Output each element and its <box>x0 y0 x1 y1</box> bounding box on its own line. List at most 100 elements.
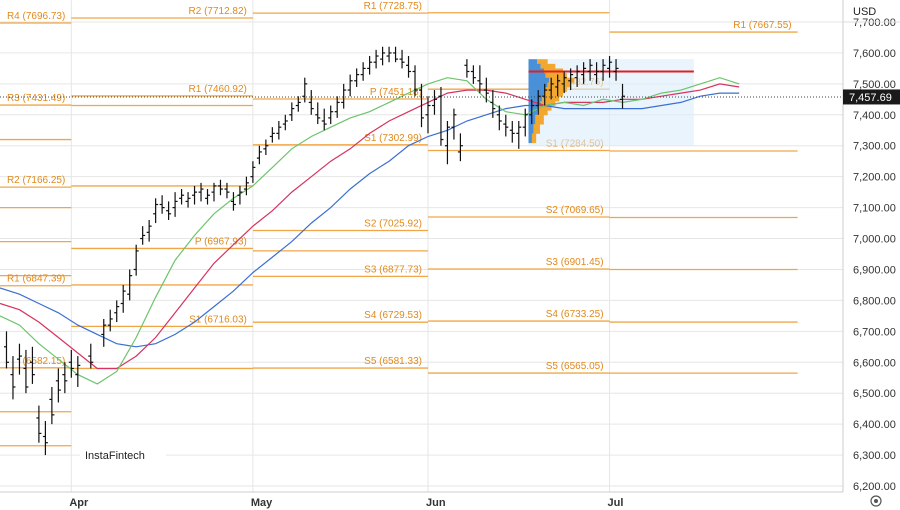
profile-bar-buy <box>528 73 546 79</box>
ohlc-bar <box>321 108 327 131</box>
pivot-label: S5 (6581.33) <box>364 356 422 367</box>
ohlc-bar <box>315 102 321 125</box>
price-tick-label: 7,700.00 <box>853 17 896 29</box>
profile-bar-sell <box>549 77 575 83</box>
pivot-label: P (7451.18) <box>370 87 422 98</box>
pivot-label: (6582.15) <box>23 356 66 367</box>
ohlc-bars <box>0 46 843 456</box>
price-tick-label: 7,300.00 <box>853 141 896 153</box>
ohlc-bar <box>490 90 496 118</box>
ohlc-bar <box>451 108 457 140</box>
ohlc-bar <box>269 127 275 143</box>
profile-bar-sell <box>547 82 571 88</box>
profile-bar-sell <box>540 100 556 106</box>
pivot-label: R1 (7460.92) <box>189 84 247 95</box>
profile-bar-sell <box>545 73 567 79</box>
moving-averages <box>0 77 740 385</box>
ohlc-bar <box>140 226 146 245</box>
ohlc-bar <box>211 182 217 202</box>
pivot-label: S1 (7302.99) <box>364 133 422 144</box>
ohlc-bar <box>295 96 301 112</box>
ohlc-bar <box>561 71 567 94</box>
ohlc-bar <box>29 346 35 384</box>
ma-slow-line <box>0 92 740 348</box>
ohlc-bar <box>535 90 541 115</box>
pivot-label: R2 (7166.25) <box>7 175 65 186</box>
ohlc-bar <box>581 62 587 84</box>
ohlc-bar <box>516 120 522 149</box>
price-tick-label: 6,300.00 <box>853 450 896 462</box>
profile-bar-sell <box>540 63 556 69</box>
profile-bar-buy <box>528 133 532 139</box>
profile-bar-sell <box>535 114 544 120</box>
ohlc-bar <box>68 349 74 378</box>
ohlc-bar <box>334 96 340 118</box>
ohlc-bar <box>23 349 29 394</box>
ohlc-bar <box>263 139 269 156</box>
profile-bar-sell <box>538 105 552 111</box>
month-tick-label: Jul <box>608 497 624 509</box>
ohlc-bar <box>256 145 262 165</box>
settings-icon[interactable] <box>870 495 882 507</box>
grid <box>0 0 843 492</box>
ohlc-bar <box>250 161 256 183</box>
time-axis[interactable]: Apr May Jun Jul <box>0 491 843 509</box>
ohlc-bar <box>354 68 360 87</box>
ohlc-bar <box>120 284 126 313</box>
profile-bar-sell <box>531 138 537 144</box>
ohlc-bar <box>289 102 295 121</box>
pivot-label: S4 (6729.53) <box>364 310 422 321</box>
profile-bar-buy <box>528 82 548 88</box>
ohlc-bar <box>205 189 211 205</box>
pivot-label: S5 (6565.05) <box>546 361 604 372</box>
ohlc-bar <box>483 77 489 103</box>
ohlc-bar <box>198 182 204 202</box>
pivot-label: S2 (7069.65) <box>546 205 604 216</box>
ohlc-bar <box>419 83 424 128</box>
ohlc-bar <box>16 343 22 375</box>
ohlc-bar <box>613 59 619 81</box>
ohlc-bar <box>503 114 509 137</box>
ohlc-bar <box>179 189 185 205</box>
pivot-label: R3 (7431.49) <box>7 93 65 104</box>
ohlc-bar <box>308 90 314 115</box>
profile-bar-buy <box>528 77 550 83</box>
profile-bar-buy <box>528 124 534 130</box>
profile-bar-buy <box>528 138 532 144</box>
ohlc-bar <box>406 56 412 78</box>
ohlc-bar <box>548 77 554 100</box>
ohlc-bar <box>594 62 600 84</box>
ohlc-bar <box>101 318 107 347</box>
ohlc-bar <box>568 68 574 91</box>
price-tick-label: 7,200.00 <box>853 172 896 184</box>
ohlc-bar <box>380 46 386 66</box>
price-tick-label: 6,200.00 <box>853 481 896 493</box>
ohlc-bar <box>509 120 515 143</box>
ohlc-bar <box>10 356 16 400</box>
ohlc-bar <box>574 65 580 87</box>
ohlc-bar <box>373 49 379 69</box>
ohlc-bar <box>367 56 373 75</box>
brand-label: InstaFintech <box>85 450 145 462</box>
ohlc-bar <box>386 46 392 63</box>
currency-label[interactable]: USD <box>853 6 876 18</box>
ohlc-bar <box>42 421 48 456</box>
profile-bar-sell <box>537 59 548 65</box>
ohlc-bar <box>127 269 133 301</box>
profile-bar-buy <box>528 105 539 111</box>
profile-bar-buy <box>528 87 546 93</box>
price-axis[interactable]: 6,200.00 6,300.00 6,400.00 6,500.00 6,600.00… <box>842 0 900 510</box>
profile-bar-sell <box>545 87 567 93</box>
ohlc-bar <box>185 192 191 208</box>
ohlc-bar <box>36 405 42 443</box>
price-tick-label: 6,700.00 <box>853 326 896 338</box>
profile-bar-sell <box>533 124 540 130</box>
ohlc-bar <box>477 65 483 94</box>
month-tick-label: May <box>251 497 273 509</box>
ohlc-bar <box>496 105 502 131</box>
profile-bar-sell <box>537 110 548 116</box>
last-price-marker: 7,457.69 <box>843 89 900 105</box>
pivot-label: R1 (7667.55) <box>733 20 791 31</box>
ohlc-bar <box>146 219 152 242</box>
